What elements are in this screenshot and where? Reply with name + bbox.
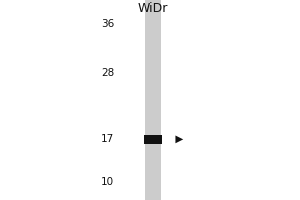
Text: 17: 17 <box>101 134 114 144</box>
FancyBboxPatch shape <box>145 0 161 200</box>
Text: 28: 28 <box>101 68 114 78</box>
Text: WiDr: WiDr <box>138 2 168 15</box>
Text: 10: 10 <box>101 177 114 187</box>
Text: 36: 36 <box>101 19 114 29</box>
FancyBboxPatch shape <box>144 135 162 144</box>
